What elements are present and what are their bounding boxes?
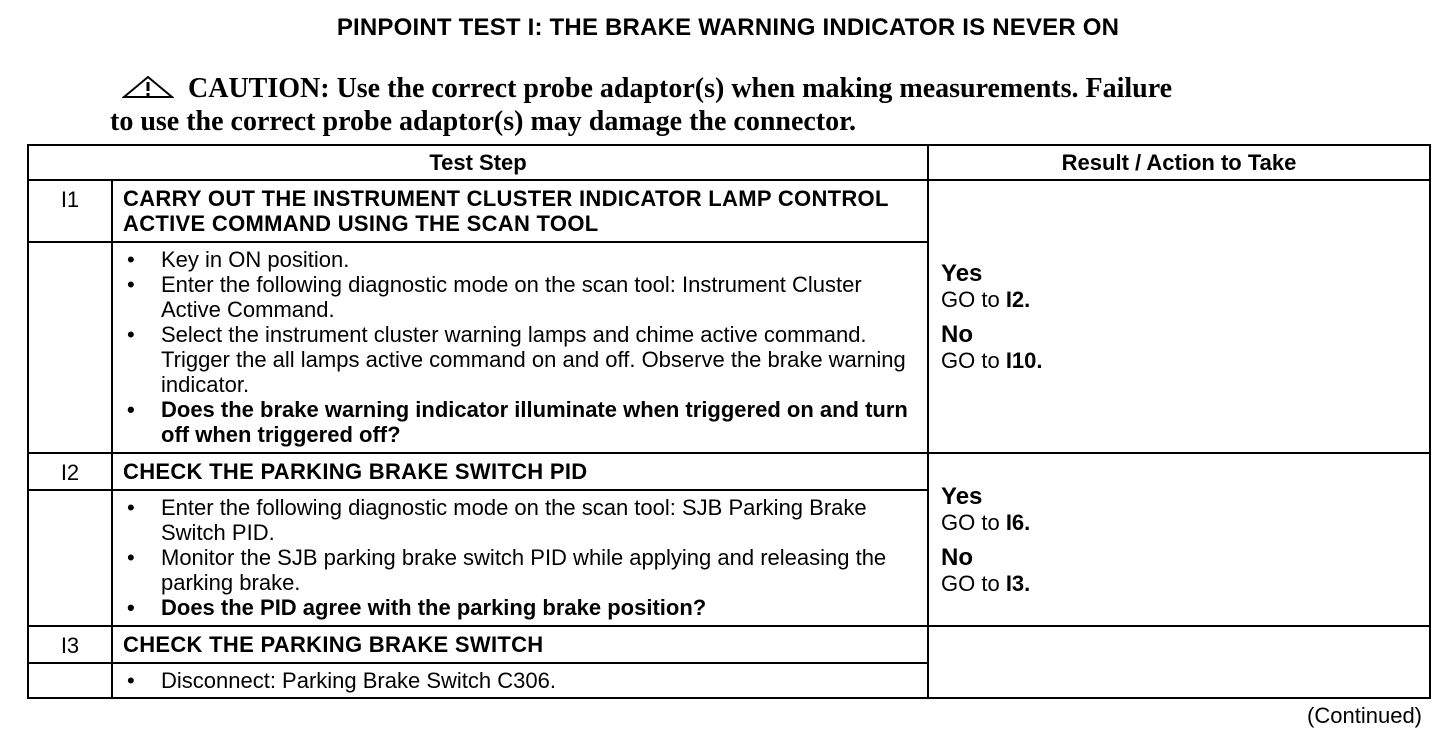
yes-target: I2. (1005, 286, 1031, 312)
step-instructions: Enter the following diagnostic mode on t… (110, 489, 930, 627)
caution-note: CAUTION: Use the correct probe adaptor(s… (110, 73, 1330, 137)
yes-action: GO to (941, 509, 1006, 535)
header-result-action: Result / Action to Take (927, 144, 1432, 181)
bullet: Select the instrument cluster warning la… (123, 322, 917, 397)
yes-action: GO to (941, 286, 1006, 312)
bullet: Enter the following diagnostic mode on t… (123, 272, 917, 322)
caution-text-line1: Use the correct probe adaptor(s) when ma… (336, 73, 1173, 104)
yes-target: I6. (1005, 509, 1031, 535)
bullet-question: Does the brake warning indicator illumin… (123, 397, 917, 447)
step-result: Yes GO to I6. No GO to I3. (927, 452, 1432, 627)
step-title: CHECK THE PARKING BRAKE SWITCH PID (110, 452, 930, 491)
header-test-step: Test Step (26, 144, 930, 181)
yes-label: Yes (941, 482, 983, 510)
continued-note: (Continued) (1307, 703, 1422, 728)
no-action: GO to (941, 570, 1006, 596)
page-title: PINPOINT TEST I: THE BRAKE WARNING INDIC… (336, 14, 1120, 41)
bullet: Key in ON position. (123, 247, 917, 272)
warning-triangle-icon (121, 75, 175, 106)
yes-label: Yes (941, 259, 983, 287)
step-instructions: Key in ON position. Enter the following … (110, 241, 930, 454)
bullet-question: Does the PID agree with the parking brak… (123, 595, 917, 620)
step-title: CHECK THE PARKING BRAKE SWITCH (110, 625, 930, 664)
bullet: Enter the following diagnostic mode on t… (123, 495, 917, 545)
step-instructions: Disconnect: Parking Brake Switch C306. (110, 662, 930, 699)
step-id: I2 (27, 452, 113, 491)
no-label: No (941, 320, 974, 348)
step-id: I3 (27, 625, 113, 664)
step-title: CARRY OUT THE INSTRUMENT CLUSTER INDICAT… (110, 179, 930, 243)
step-result (927, 625, 1432, 699)
step-result: Yes GO to I2. No GO to I10. (927, 179, 1432, 454)
caution-label: CAUTION: (188, 73, 330, 104)
pinpoint-test-table: Test Step Result / Action to Take I1 CARRY… (26, 144, 1432, 699)
no-target: I3. (1005, 570, 1031, 596)
step-id: I1 (27, 179, 113, 243)
no-target: I10. (1005, 347, 1043, 373)
bullet: Monitor the SJB parking brake switch PID… (123, 545, 917, 595)
caution-text-line2: to use the correct probe adaptor(s) may … (110, 106, 857, 137)
no-action: GO to (941, 347, 1006, 373)
bullet: Disconnect: Parking Brake Switch C306. (123, 668, 917, 693)
no-label: No (941, 543, 974, 571)
